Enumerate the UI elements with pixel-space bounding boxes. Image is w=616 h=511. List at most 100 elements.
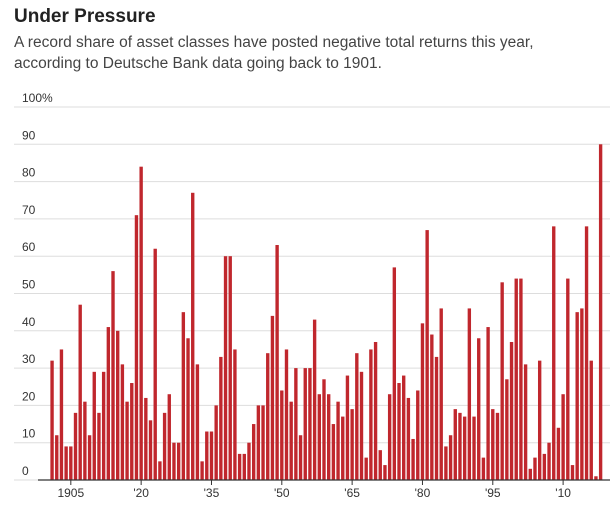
bar	[359, 371, 364, 480]
bar	[448, 435, 453, 480]
bar	[397, 383, 401, 480]
bar	[233, 349, 237, 480]
bar	[373, 341, 378, 480]
bar	[317, 394, 321, 480]
bar	[87, 435, 92, 480]
bar	[214, 405, 218, 480]
bar	[542, 453, 547, 480]
y-tick-label: 0	[22, 464, 29, 478]
x-tick-label: '95	[485, 486, 501, 500]
bar	[237, 453, 242, 480]
bar	[111, 271, 115, 480]
bar	[580, 308, 584, 480]
y-tick-label: 10	[22, 427, 36, 441]
bar	[50, 360, 54, 480]
bar	[106, 327, 111, 480]
bar	[327, 394, 331, 480]
bar	[355, 353, 359, 480]
bar	[561, 394, 565, 480]
bar	[294, 368, 298, 480]
bar	[523, 364, 528, 480]
bar	[130, 383, 134, 480]
bar	[144, 397, 148, 480]
bar	[205, 431, 209, 480]
bar	[509, 341, 514, 480]
bar	[430, 334, 434, 480]
bar	[158, 461, 162, 480]
bar	[336, 401, 340, 480]
bar	[191, 192, 195, 481]
bar	[270, 315, 275, 480]
bar	[500, 282, 504, 480]
bar	[167, 394, 171, 480]
bar	[458, 412, 462, 480]
bar	[153, 248, 157, 480]
bar	[453, 409, 457, 480]
bar	[598, 144, 603, 481]
bar	[420, 323, 425, 480]
bar	[331, 424, 336, 480]
bar	[350, 409, 354, 480]
bar	[467, 308, 472, 480]
bar	[148, 420, 153, 480]
bar	[92, 371, 96, 480]
bar	[547, 442, 551, 480]
bar	[256, 405, 261, 480]
bar	[64, 446, 68, 480]
x-tick-label: '50	[274, 486, 290, 500]
bar	[589, 360, 593, 480]
bar	[575, 312, 579, 480]
bar	[472, 416, 476, 480]
bar	[537, 360, 542, 480]
bar	[387, 394, 392, 480]
bar	[247, 442, 251, 480]
bar	[341, 416, 345, 480]
y-tick-label: 40	[22, 315, 36, 329]
bar	[261, 405, 265, 480]
bar	[228, 256, 232, 480]
x-tick-label: '65	[344, 486, 360, 500]
bar	[242, 453, 246, 480]
bar	[322, 379, 326, 480]
bar	[514, 278, 518, 480]
bar	[434, 356, 439, 480]
bar	[78, 304, 82, 480]
bar	[411, 438, 415, 480]
x-tick-label: '10	[555, 486, 571, 500]
bar	[303, 368, 307, 480]
bar	[176, 442, 181, 480]
bar	[528, 468, 532, 480]
bar	[162, 412, 167, 480]
bar	[406, 397, 411, 480]
bar	[505, 379, 509, 480]
bar	[73, 412, 78, 480]
x-tick-label: 1905	[57, 486, 84, 500]
bar	[55, 435, 59, 480]
bar	[266, 353, 270, 480]
bar	[97, 412, 101, 480]
bar	[69, 446, 73, 480]
bar	[223, 256, 228, 480]
bar	[209, 431, 214, 480]
bar	[425, 230, 429, 480]
bar	[195, 364, 200, 480]
bar	[556, 427, 561, 480]
bar	[83, 401, 87, 480]
chart-title: Under Pressure	[14, 6, 156, 27]
bar	[120, 364, 125, 480]
x-tick-label: '20	[133, 486, 149, 500]
y-tick-label: 30	[22, 352, 36, 366]
bar	[491, 409, 495, 480]
y-tick-label: 90	[22, 128, 36, 142]
chart-subtitle: A record share of asset classes have pos…	[14, 34, 534, 72]
bar	[570, 465, 575, 480]
bar	[477, 338, 481, 480]
bar	[101, 371, 106, 480]
bar	[364, 457, 368, 480]
bar	[345, 375, 350, 480]
bar	[416, 390, 420, 480]
bar	[495, 412, 500, 480]
bar	[186, 338, 190, 480]
